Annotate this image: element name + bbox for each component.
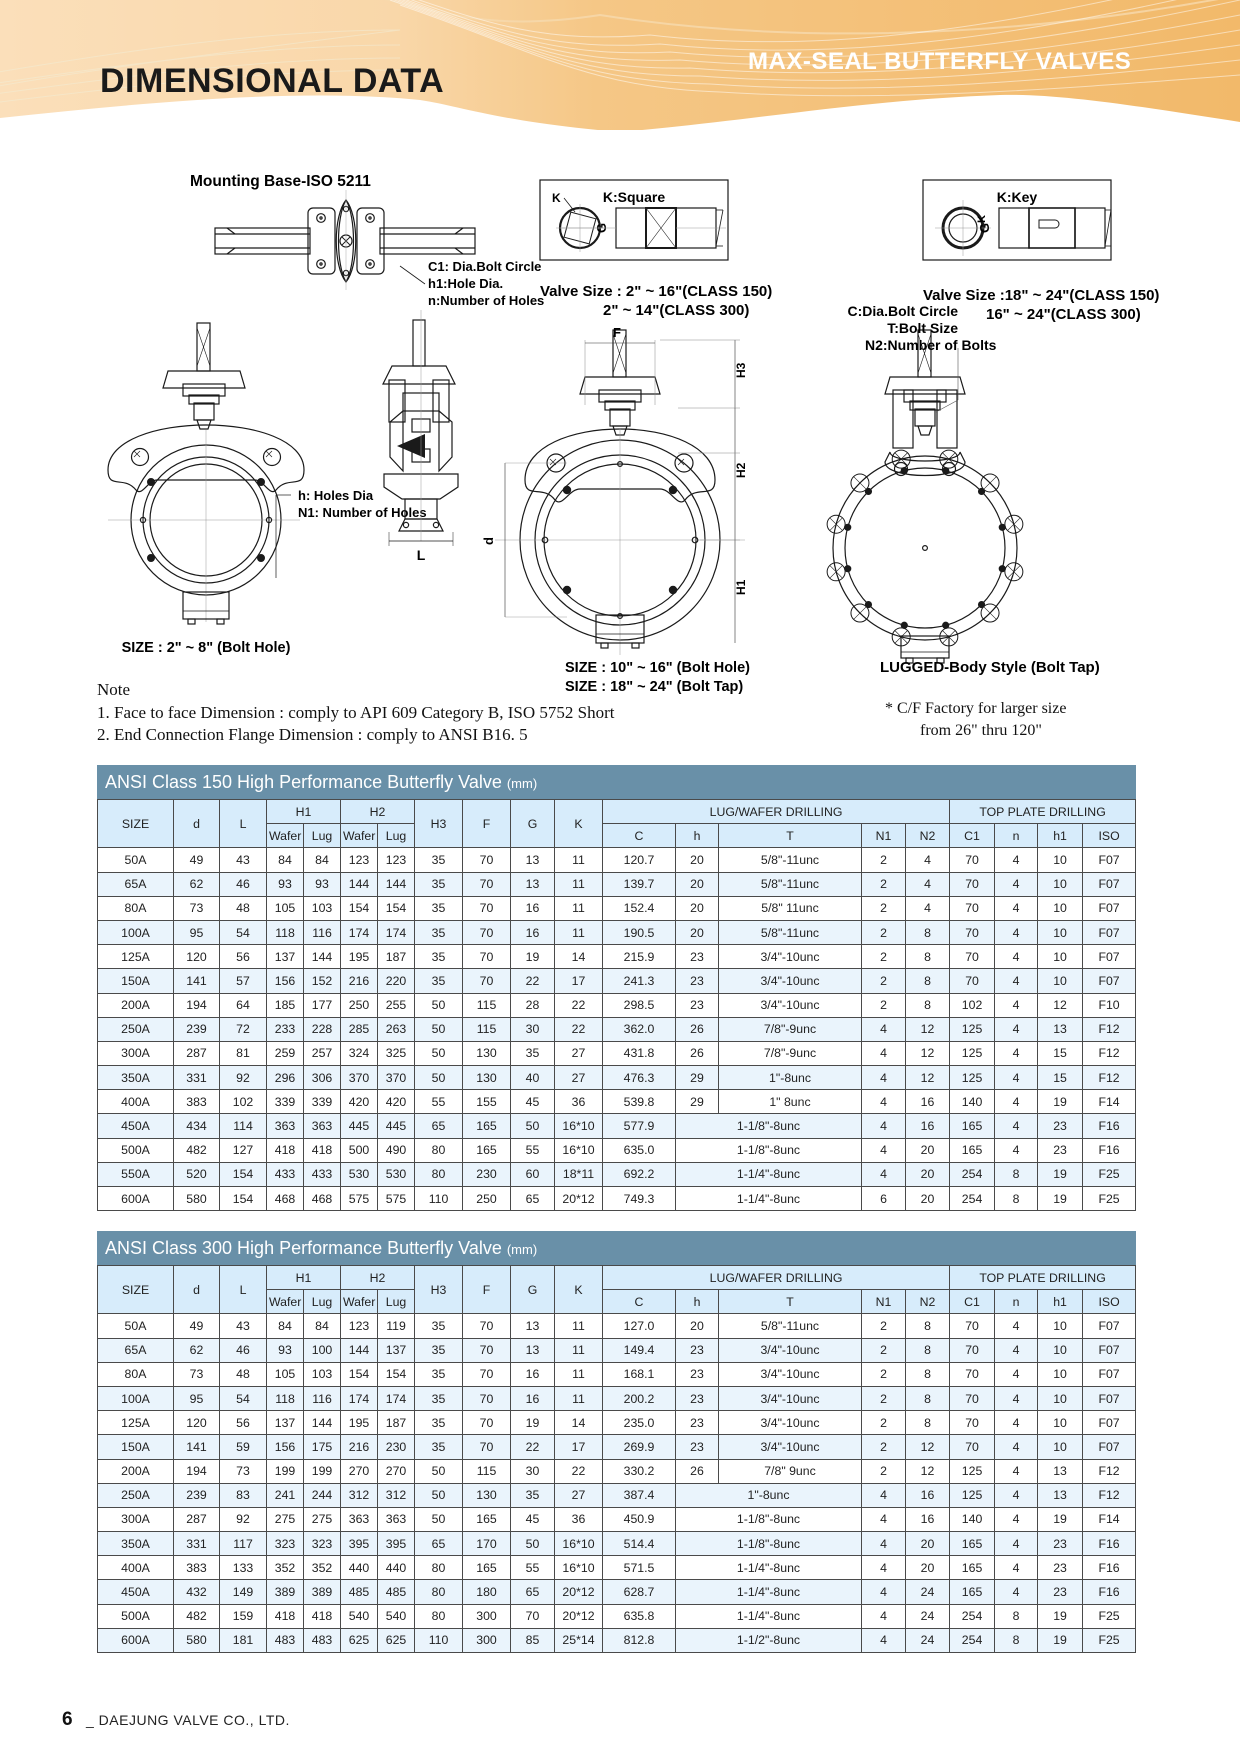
svg-text:SIZE : 10" ~ 16" (Bolt Hole): SIZE : 10" ~ 16" (Bolt Hole) [565,660,750,676]
svg-text:N1: Number of Holes: N1: Number of Holes [298,505,427,520]
svg-text:N2:Number of Bolts: N2:Number of Bolts [865,337,997,353]
svg-text:H1: H1 [734,579,748,595]
svg-text:Valve Size :18" ~ 24"(CLASS 15: Valve Size :18" ~ 24"(CLASS 150) [923,287,1159,304]
svg-text:G: G [977,223,992,233]
svg-text:L: L [417,547,426,563]
svg-text:K: K [552,191,561,205]
svg-text:C1: Dia.Bolt Circle: C1: Dia.Bolt Circle [428,259,541,274]
svg-text:d: d [481,537,496,545]
svg-text:Mounting Base-ISO 5211: Mounting Base-ISO 5211 [190,173,371,190]
svg-text:16" ~ 24"(CLASS 300): 16" ~ 24"(CLASS 300) [986,306,1141,323]
svg-text:F: F [613,325,621,340]
svg-text:K:Square: K:Square [603,189,665,205]
svg-text:K: K [976,215,988,223]
svg-text:SIZE : 2" ~ 8" (Bolt Hole): SIZE : 2" ~ 8" (Bolt Hole) [122,640,291,656]
svg-text:T:Bolt Size: T:Bolt Size [887,320,958,336]
svg-text:SIZE : 18" ~ 24" (Bolt Tap): SIZE : 18" ~ 24" (Bolt Tap) [565,679,743,695]
svg-text:C:Dia.Bolt Circle: C:Dia.Bolt Circle [848,303,959,319]
svg-text:K:Key: K:Key [997,189,1038,205]
svg-text:h: Holes Dia: h: Holes Dia [298,488,374,503]
svg-text:LUGGED-Body Style (Bolt Tap): LUGGED-Body Style (Bolt Tap) [880,659,1100,676]
svg-text:2" ~ 14"(CLASS 300): 2" ~ 14"(CLASS 300) [603,302,749,319]
svg-text:H3: H3 [734,362,748,378]
svg-text:h1:Hole Dia.: h1:Hole Dia. [428,276,503,291]
svg-text:Valve Size : 2" ~ 16"(CLASS 15: Valve Size : 2" ~ 16"(CLASS 150) [540,283,772,300]
svg-text:H2: H2 [734,462,748,478]
svg-text:n:Number of Holes: n:Number of Holes [428,293,544,308]
